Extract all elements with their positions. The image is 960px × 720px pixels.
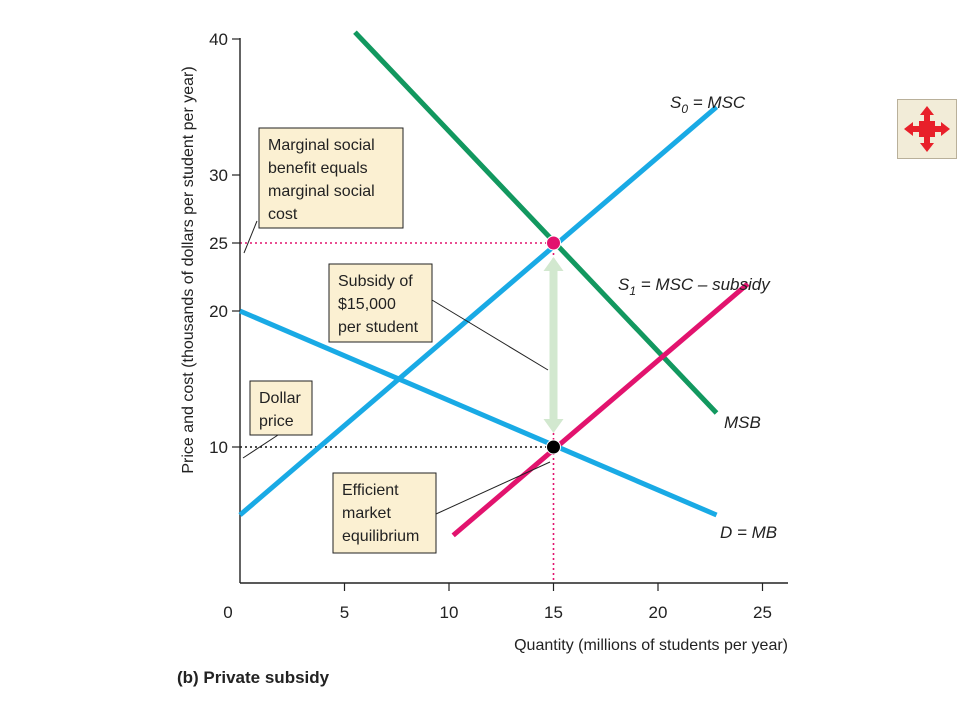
annotation-efficient-equilibrium: Efficient market equilibrium (332, 461, 551, 554)
figure-caption: (b) Private subsidy (177, 668, 330, 687)
annotation-line: Dollar (259, 390, 301, 407)
annotation-box (332, 472, 437, 554)
annotation-line: per student (338, 319, 419, 336)
curve-label-main: MSB (724, 413, 761, 432)
y-tick-label: 20 (209, 302, 228, 321)
annotation-line: marginal social (268, 183, 375, 200)
annotation-msb-equals-msc: Marginal social benefit equals marginal so… (243, 127, 404, 254)
y-tick-label: 10 (209, 438, 228, 457)
annotation-leader (242, 434, 279, 459)
annotation-box (258, 127, 404, 229)
curve-label-rest: = MSC (688, 93, 746, 112)
annotation-box (249, 380, 313, 436)
curve-label-s1: S1 = MSC – subsidy (618, 275, 771, 298)
subsidy-arrow-head-down (543, 419, 564, 433)
annotation-line: cost (268, 206, 298, 223)
series-line-msb (353, 30, 719, 415)
point-social-optimum (546, 235, 561, 251)
expand-arrows-glyph (904, 106, 950, 152)
annotation-dollar-price: Dollar price (242, 380, 313, 459)
annotation-line: $15,000 (338, 296, 396, 313)
annotation-layer: Marginal social benefit equals marginal so… (242, 127, 551, 554)
x-axis-title: Quantity (millions of students per year) (514, 637, 788, 654)
annotation-leader (435, 461, 551, 515)
annotation-line: market (342, 505, 391, 522)
subsidy-arrow-layer (543, 257, 564, 433)
curve-label-subscript: 1 (629, 284, 636, 298)
series-line-s0 (238, 105, 719, 517)
series-layer (238, 30, 750, 538)
annotation-line: benefit equals (268, 160, 368, 177)
y-tick-label: 40 (209, 30, 228, 49)
curve-label-subscript: 0 (681, 102, 688, 116)
annotation-leader (243, 220, 258, 254)
point-market-equilibrium (546, 439, 561, 455)
annotation-line: Subsidy of (338, 273, 413, 290)
y-tick-label: 30 (209, 166, 228, 185)
series-line-s1 (451, 281, 750, 538)
curve-label-main: D = MB (720, 523, 777, 542)
x-tick-label: 25 (753, 603, 772, 622)
annotation-leader (431, 299, 549, 371)
curve-label-main: S (618, 275, 630, 294)
point-layer (546, 235, 561, 455)
annotation-line: Marginal social (268, 137, 375, 154)
axes (232, 38, 788, 591)
curve-label-main: S (670, 93, 682, 112)
y-tick-label: 25 (209, 234, 228, 253)
x-tick-label: 20 (649, 603, 668, 622)
curve-label-d: D = MB (720, 523, 777, 542)
x-tick-label: 10 (440, 603, 459, 622)
curve-label-s0: S0 = MSC (670, 93, 746, 116)
curve-label-rest: = MSC – subsidy (636, 275, 771, 294)
annotation-line: Efficient (342, 482, 399, 499)
annotation-subsidy: Subsidy of $15,000 per student (328, 263, 549, 371)
x-tick-label: 5 (340, 603, 349, 622)
subsidy-arrow-shaft (549, 267, 558, 423)
expand-arrows-icon[interactable] (897, 99, 957, 159)
annotation-line: equilibrium (342, 528, 419, 545)
annotation-line: price (259, 413, 294, 430)
subsidy-arrow-head-up (543, 257, 564, 271)
x-tick-label: 15 (544, 603, 563, 622)
x-tick-label: 0 (223, 603, 232, 622)
y-axis-title: Price and cost (thousands of dollars per… (180, 66, 197, 473)
annotation-box (328, 263, 433, 343)
curve-label-msb: MSB (724, 413, 761, 432)
series-line-d (239, 308, 718, 518)
